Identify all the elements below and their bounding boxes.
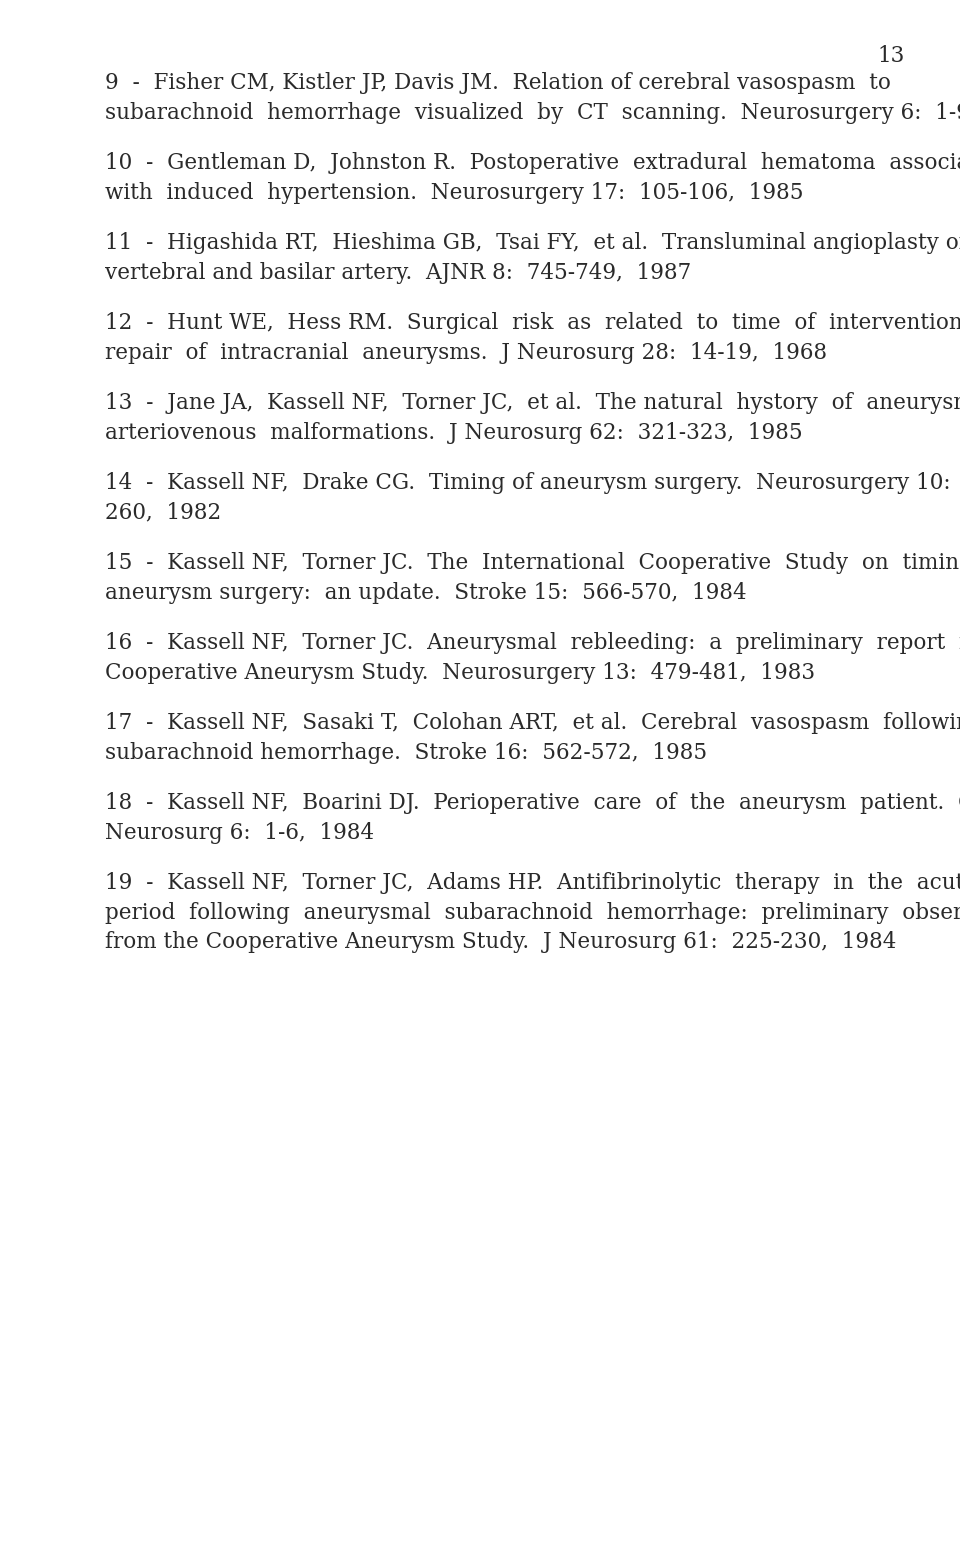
Text: from the Cooperative Aneurysm Study.  J Neurosurg 61:  225-230,  1984: from the Cooperative Aneurysm Study. J N… — [105, 930, 897, 954]
Text: subarachnoid  hemorrhage  visualized  by  CT  scanning.  Neurosurgery 6:  1-9,  : subarachnoid hemorrhage visualized by CT… — [105, 102, 960, 123]
Text: 10  -  Gentleman D,  Johnston R.  Postoperative  extradural  hematoma  associate: 10 - Gentleman D, Johnston R. Postoperat… — [105, 153, 960, 174]
Text: arteriovenous  malformations.  J Neurosurg 62:  321-323,  1985: arteriovenous malformations. J Neurosurg… — [105, 421, 803, 443]
Text: 17  -  Kassell NF,  Sasaki T,  Colohan ART,  et al.  Cerebral  vasospasm  follow: 17 - Kassell NF, Sasaki T, Colohan ART, … — [105, 711, 960, 734]
Text: Cooperative Aneurysm Study.  Neurosurgery 13:  479-481,  1983: Cooperative Aneurysm Study. Neurosurgery… — [105, 662, 815, 684]
Text: vertebral and basilar artery.  AJNR 8:  745-749,  1987: vertebral and basilar artery. AJNR 8: 74… — [105, 261, 691, 284]
Text: with  induced  hypertension.  Neurosurgery 17:  105-106,  1985: with induced hypertension. Neurosurgery … — [105, 182, 804, 204]
Text: 15  -  Kassell NF,  Torner JC.  The  International  Cooperative  Study  on  timi: 15 - Kassell NF, Torner JC. The Internat… — [105, 552, 960, 574]
Text: 12  -  Hunt WE,  Hess RM.  Surgical  risk  as  related  to  time  of  interventi: 12 - Hunt WE, Hess RM. Surgical risk as … — [105, 312, 960, 333]
Text: 13: 13 — [877, 45, 905, 66]
Text: 19  -  Kassell NF,  Torner JC,  Adams HP.  Antifibrinolytic  therapy  in  the  a: 19 - Kassell NF, Torner JC, Adams HP. An… — [105, 872, 960, 893]
Text: 11  -  Higashida RT,  Hieshima GB,  Tsai FY,  et al.  Transluminal angioplasty o: 11 - Higashida RT, Hieshima GB, Tsai FY,… — [105, 231, 960, 255]
Text: 14  -  Kassell NF,  Drake CG.  Timing of aneurysm surgery.  Neurosurgery 10:  24: 14 - Kassell NF, Drake CG. Timing of ane… — [105, 472, 960, 494]
Text: aneurysm surgery:  an update.  Stroke 15:  566-570,  1984: aneurysm surgery: an update. Stroke 15: … — [105, 582, 747, 603]
Text: period  following  aneurysmal  subarachnoid  hemorrhage:  preliminary  observati: period following aneurysmal subarachnoid… — [105, 901, 960, 924]
Text: 260,  1982: 260, 1982 — [105, 501, 221, 523]
Text: 9  -  Fisher CM, Kistler JP, Davis JM.  Relation of cerebral vasospasm  to: 9 - Fisher CM, Kistler JP, Davis JM. Rel… — [105, 73, 891, 94]
Text: repair  of  intracranial  aneurysms.  J Neurosurg 28:  14-19,  1968: repair of intracranial aneurysms. J Neur… — [105, 341, 828, 364]
Text: 13  -  Jane JA,  Kassell NF,  Torner JC,  et al.  The natural  hystory  of  aneu: 13 - Jane JA, Kassell NF, Torner JC, et … — [105, 392, 960, 414]
Text: 18  -  Kassell NF,  Boarini DJ.  Perioperative  care  of  the  aneurysm  patient: 18 - Kassell NF, Boarini DJ. Perioperati… — [105, 792, 960, 815]
Text: subarachnoid hemorrhage.  Stroke 16:  562-572,  1985: subarachnoid hemorrhage. Stroke 16: 562-… — [105, 742, 708, 764]
Text: Neurosurg 6:  1-6,  1984: Neurosurg 6: 1-6, 1984 — [105, 821, 374, 844]
Text: 16  -  Kassell NF,  Torner JC.  Aneurysmal  rebleeding:  a  preliminary  report : 16 - Kassell NF, Torner JC. Aneurysmal r… — [105, 633, 960, 654]
